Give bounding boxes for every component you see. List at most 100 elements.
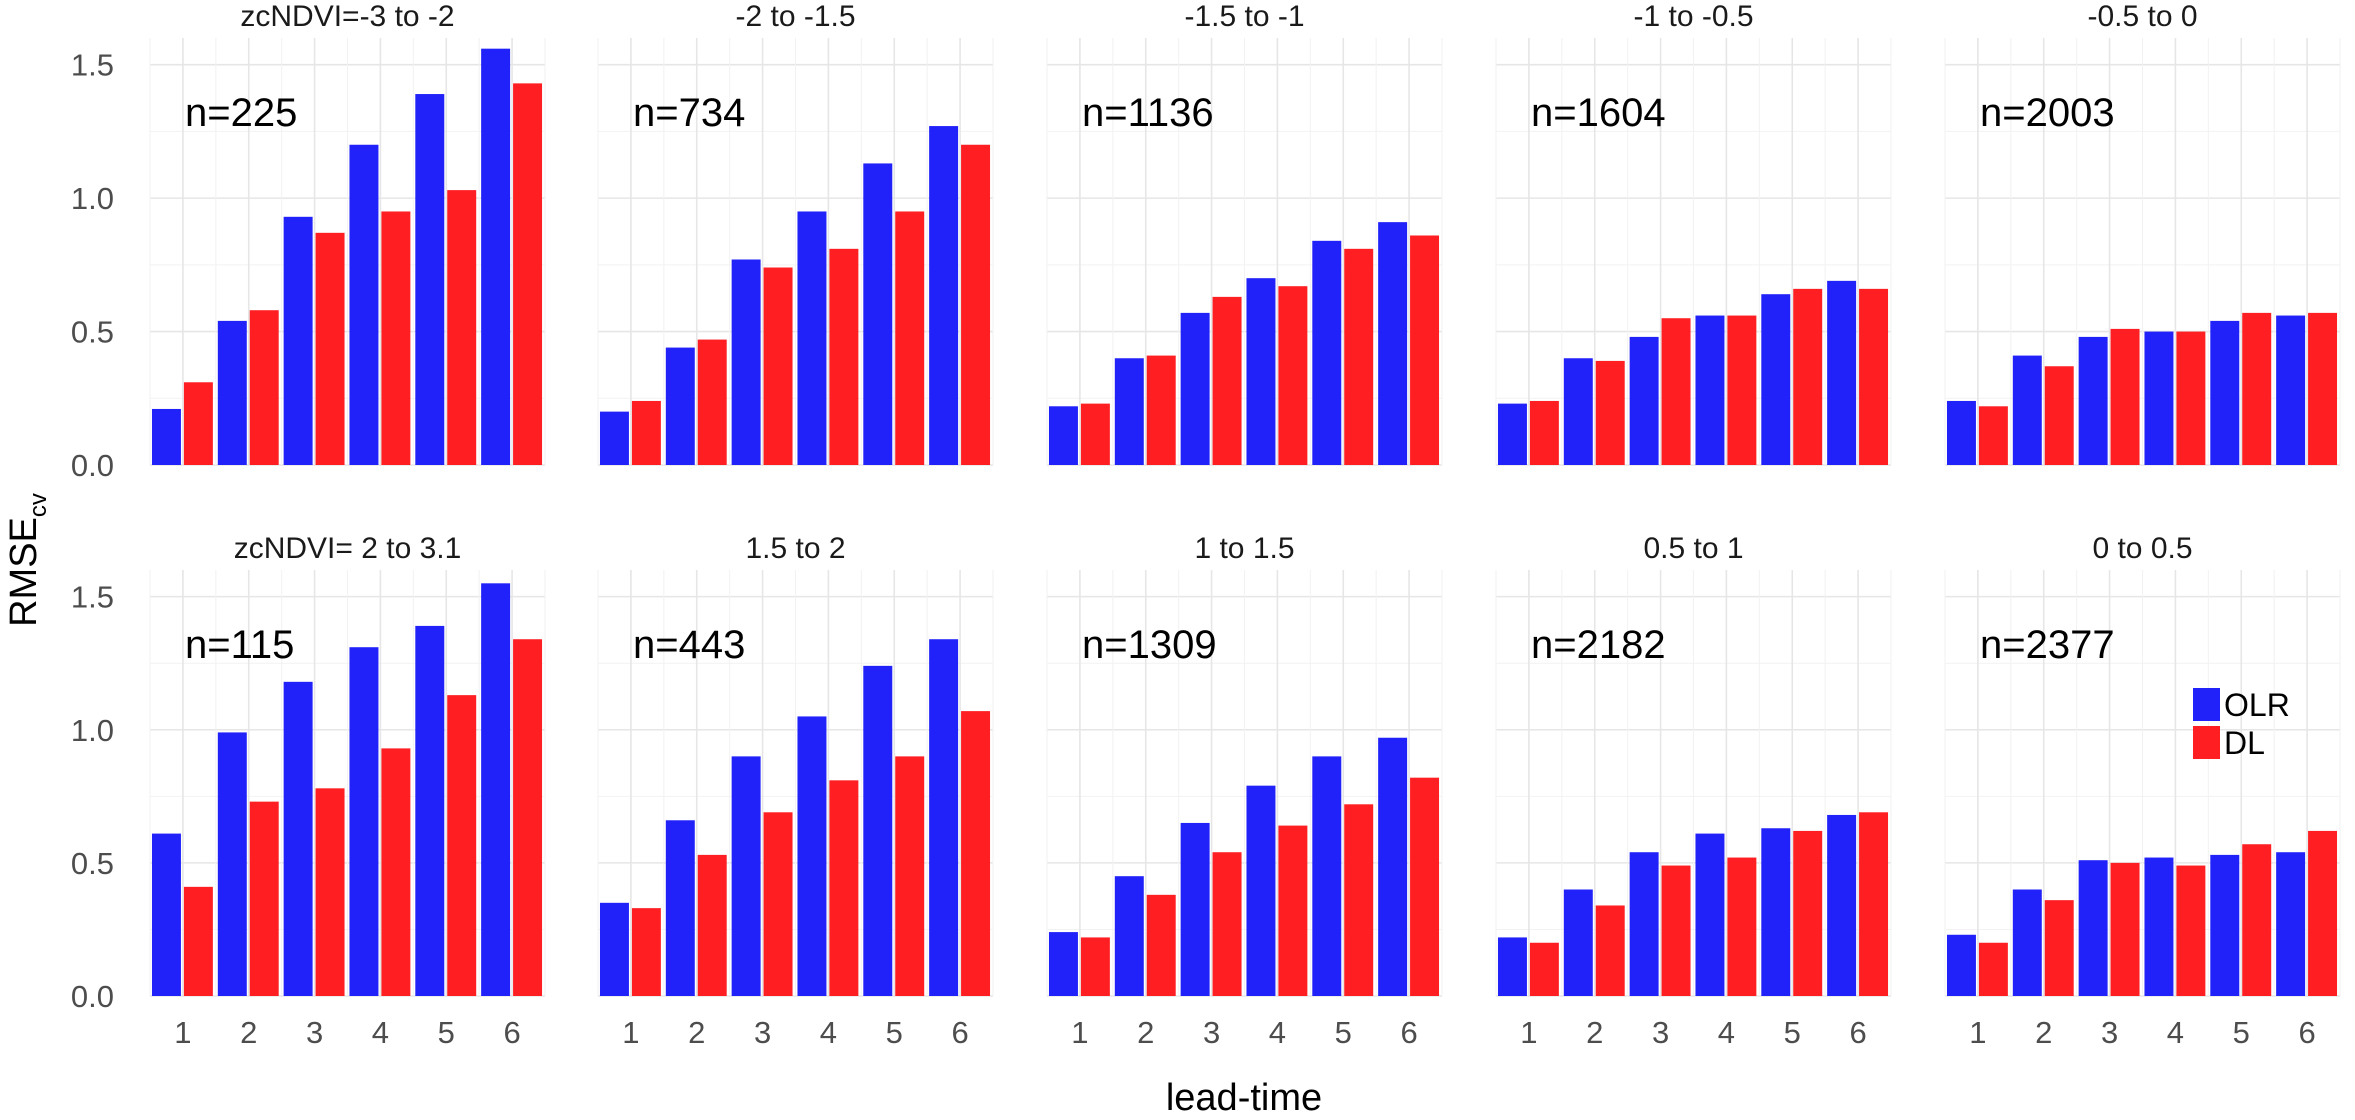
bar-dl <box>961 711 991 996</box>
y-tick-label: 0.5 <box>71 315 114 350</box>
x-tick-label: 5 <box>886 1015 903 1050</box>
bar-olr <box>415 94 445 465</box>
bar-dl <box>315 232 345 465</box>
panel-7: 1.5 to 2 n=443 1 2 3 4 5 6 <box>597 532 994 1050</box>
bar-dl <box>1146 894 1176 996</box>
panel-n-label: n=115 <box>185 623 294 667</box>
x-tick-label: 1 <box>174 1015 191 1050</box>
panel-n-label: n=1309 <box>1082 623 1217 667</box>
bar-olr <box>1695 833 1725 996</box>
x-tick-label: 3 <box>1652 1015 1669 1050</box>
bar-olr <box>1180 822 1210 996</box>
bar-olr <box>349 144 379 465</box>
bar-olr <box>1246 785 1276 996</box>
panel-5: -0.5 to 0 n=2003 <box>1944 0 2341 466</box>
bar-dl <box>1080 403 1110 465</box>
bar-dl <box>895 211 925 465</box>
bar-dl <box>249 310 279 465</box>
bar-olr <box>1563 889 1593 996</box>
bar-olr <box>863 665 893 996</box>
bar-olr <box>665 347 695 465</box>
bar-dl <box>1212 852 1242 996</box>
bar-olr <box>1946 400 1976 465</box>
x-tick-label: 5 <box>1335 1015 1352 1050</box>
y-tick-label: 0.0 <box>71 979 114 1014</box>
bar-olr <box>599 902 629 996</box>
panel-strip-title: 1.5 to 2 <box>745 532 845 565</box>
bar-olr <box>929 126 959 465</box>
bar-dl <box>2176 865 2206 996</box>
bar-dl <box>249 801 279 996</box>
bar-dl <box>183 886 213 996</box>
bar-olr <box>283 216 313 465</box>
bar-dl <box>513 639 543 996</box>
bar-olr <box>1180 312 1210 465</box>
y-axis-title: RMSEcv <box>3 493 52 627</box>
y-tick-label: 1.0 <box>71 181 114 216</box>
x-tick-label: 5 <box>438 1015 455 1050</box>
bar-dl <box>1212 296 1242 465</box>
bar-dl <box>315 788 345 996</box>
legend-label-olr: OLR <box>2224 687 2290 723</box>
bar-dl <box>1146 355 1176 465</box>
bar-olr <box>929 639 959 996</box>
bar-dl <box>1661 865 1691 996</box>
panel-2: -2 to -1.5 n=734 <box>597 0 994 466</box>
x-tick-label: 1 <box>1071 1015 1088 1050</box>
bar-dl <box>183 382 213 465</box>
bar-dl <box>1529 400 1559 465</box>
bar-olr <box>217 320 247 465</box>
x-tick-label: 4 <box>2167 1015 2184 1050</box>
bar-dl <box>1278 286 1308 465</box>
bar-dl <box>1278 825 1308 996</box>
panel-1: zcNDVI=-3 to -2 n=225 0.0 0.5 1.0 1.5 <box>71 0 546 483</box>
panel-3: -1.5 to -1 n=1136 <box>1046 0 1443 466</box>
bar-dl <box>697 854 727 996</box>
bar-dl <box>2242 844 2272 996</box>
panel-n-label: n=443 <box>633 623 745 667</box>
bar-dl <box>1793 830 1823 996</box>
bar-dl <box>1410 777 1440 996</box>
x-tick-label: 4 <box>1269 1015 1286 1050</box>
panel-4: -1 to -0.5 n=1604 <box>1495 0 1892 466</box>
bar-dl <box>1410 235 1440 465</box>
x-tick-label: 5 <box>1784 1015 1801 1050</box>
panel-6: zcNDVI= 2 to 3.1 n=115 0.0 0.5 1.0 1.5 1 2 3 4 5 6 <box>71 532 546 1050</box>
bar-olr <box>1497 403 1527 465</box>
bar-olr <box>415 625 445 996</box>
bar-dl <box>2110 328 2140 465</box>
bar-dl <box>513 83 543 466</box>
bar-olr <box>2144 857 2174 996</box>
bar-dl <box>2308 312 2338 465</box>
bar-olr <box>151 833 181 996</box>
bar-olr <box>1378 222 1408 465</box>
y-tick-label: 1.0 <box>71 713 114 748</box>
bar-dl <box>1080 937 1110 996</box>
bar-dl <box>829 248 859 465</box>
bar-dl <box>1529 942 1559 996</box>
legend: OLR DL <box>2193 687 2290 761</box>
legend-key-dl <box>2193 726 2220 759</box>
bar-dl <box>2176 331 2206 465</box>
bar-dl <box>381 211 411 465</box>
panel-strip-title: 1 to 1.5 <box>1194 532 1294 565</box>
panel-strip-title: zcNDVI= 2 to 3.1 <box>234 532 462 565</box>
panel-8: 1 to 1.5 n=1309 1 2 3 4 5 6 <box>1046 532 1443 1050</box>
bar-dl <box>1978 406 2008 465</box>
bar-olr <box>2078 336 2108 465</box>
bar-dl <box>2110 862 2140 996</box>
bar-dl <box>2308 830 2338 996</box>
bar-dl <box>961 144 991 465</box>
bar-dl <box>2044 366 2074 465</box>
bar-olr <box>481 583 511 996</box>
y-tick-label: 1.5 <box>71 48 114 83</box>
bar-dl <box>1859 288 1889 465</box>
bar-olr <box>797 716 827 996</box>
x-tick-label: 6 <box>1849 1015 1866 1050</box>
panel-9: 0.5 to 1 n=2182 1 2 3 4 5 6 <box>1495 532 1892 1050</box>
bar-olr <box>1048 406 1078 465</box>
bar-dl <box>2044 900 2074 996</box>
bar-olr <box>1827 814 1857 996</box>
x-axis-title: lead-time <box>1166 1077 1322 1119</box>
bar-olr <box>1761 828 1791 996</box>
